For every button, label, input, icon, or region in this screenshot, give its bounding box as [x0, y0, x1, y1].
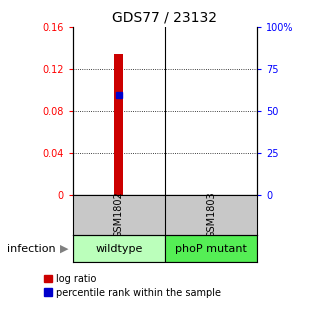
Text: GSM1803: GSM1803	[206, 192, 216, 238]
Legend: log ratio, percentile rank within the sample: log ratio, percentile rank within the sa…	[45, 274, 221, 298]
Text: wildtype: wildtype	[95, 244, 143, 254]
Text: ▶: ▶	[60, 244, 69, 254]
Text: phoP mutant: phoP mutant	[175, 244, 247, 254]
Text: GSM1802: GSM1802	[114, 192, 124, 239]
Bar	[114, 54, 123, 195]
Bar	[165, 235, 257, 262]
Bar	[73, 235, 165, 262]
Title: GDS77 / 23132: GDS77 / 23132	[113, 10, 217, 24]
Text: infection: infection	[7, 244, 55, 254]
